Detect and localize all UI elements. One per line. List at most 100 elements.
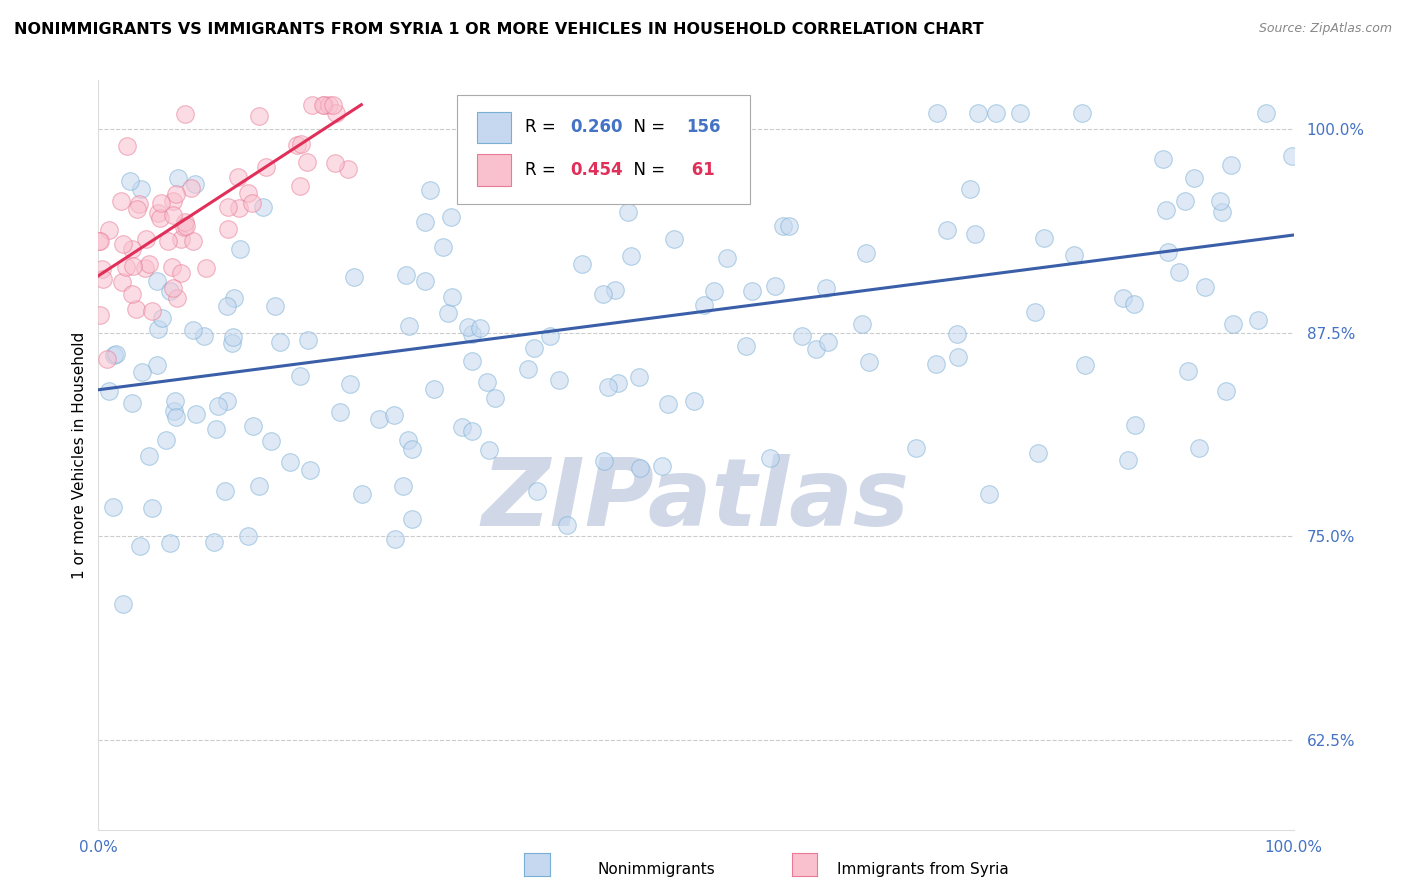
Point [741,284,763,298]
Point [193,329,215,343]
Point [162,208,184,222]
Point [180,181,202,195]
Point [121,242,143,256]
Point [295,155,318,169]
Point [763,279,786,293]
Point [1024,304,1046,318]
Point [617,205,640,219]
Point [589,179,612,194]
Point [312,97,335,112]
Point [382,409,405,423]
Point [946,350,969,364]
Point [101,500,124,514]
Point [979,487,1001,501]
Point [217,200,239,214]
Point [1156,202,1178,217]
Point [963,227,986,241]
Point [855,246,877,260]
Point [222,291,245,305]
Point [478,443,501,458]
Y-axis label: 1 or more Vehicles in Household: 1 or more Vehicles in Household [72,331,87,579]
Point [114,260,136,274]
Point [703,284,725,298]
Point [339,377,361,392]
Point [851,317,873,331]
Point [117,139,139,153]
Point [548,373,571,387]
Point [160,260,183,274]
Point [149,211,172,226]
Point [460,326,482,341]
Point [1174,194,1197,208]
Point [221,335,243,350]
Point [413,215,436,229]
Point [423,382,446,396]
Point [935,223,957,237]
Point [1222,317,1244,331]
Point [925,357,948,371]
Point [134,261,156,276]
Point [215,394,238,409]
Point [343,270,366,285]
Point [592,453,614,467]
Point [1157,245,1180,260]
Text: Immigrants from Syria: Immigrants from Syria [837,863,1008,877]
Point [195,260,218,275]
Point [352,487,374,501]
Point [173,220,195,235]
Point [299,463,322,477]
Point [89,308,111,322]
Point [1184,171,1206,186]
Point [470,321,492,335]
Point [111,237,134,252]
Point [946,326,969,341]
Point [146,206,169,220]
Point [278,455,301,469]
Point [138,257,160,271]
Point [1219,158,1241,172]
Point [165,409,187,424]
Point [451,420,474,434]
Point [392,479,415,493]
Point [135,232,157,246]
FancyBboxPatch shape [477,154,510,186]
Point [163,393,186,408]
Point [858,355,880,369]
Text: R =: R = [524,161,561,179]
Point [165,187,187,202]
Point [297,333,319,347]
Point [269,335,291,350]
Text: ZIPatlas: ZIPatlas [482,454,910,546]
Point [162,194,184,208]
Point [1254,106,1277,120]
Point [240,196,263,211]
Point [461,424,484,438]
Point [121,287,143,301]
Point [138,449,160,463]
Point [607,376,630,390]
Point [174,107,197,121]
Point [131,181,153,195]
Point [603,284,626,298]
Point [401,512,423,526]
Point [419,183,441,197]
Point [121,395,143,409]
Point [927,106,949,120]
Point [322,97,344,112]
Point [128,540,150,554]
Point [96,352,118,367]
Point [337,162,360,177]
Point [159,284,181,298]
Point [523,342,546,356]
Point [155,433,177,447]
FancyBboxPatch shape [477,112,510,144]
Point [170,266,193,280]
Point [97,223,120,237]
Point [628,370,651,384]
Point [457,320,479,334]
Point [146,322,169,336]
Point [1118,452,1140,467]
Point [181,234,204,248]
Point [432,240,454,254]
Point [110,276,132,290]
